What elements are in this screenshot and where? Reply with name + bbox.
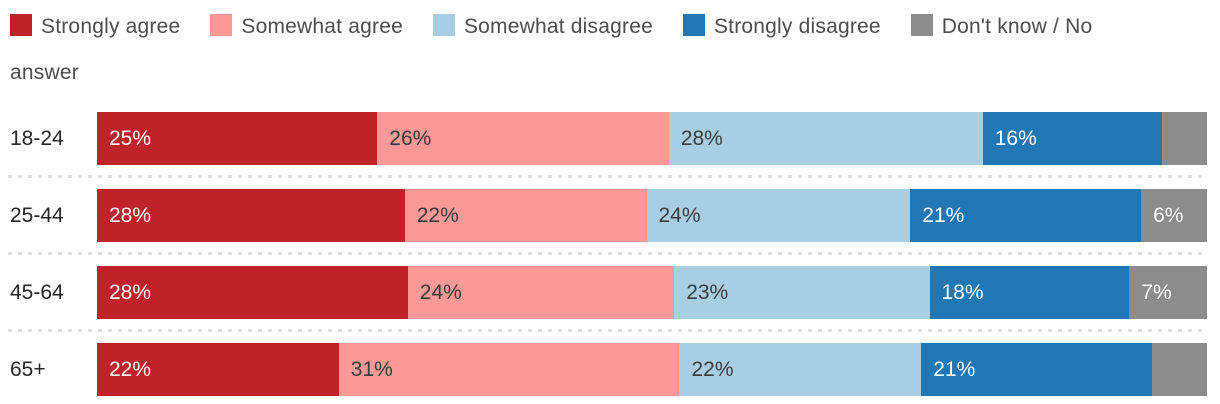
strongly-agree-swatch-icon [10, 14, 32, 36]
row-separator [8, 175, 1207, 178]
stacked-bar: 22% 31% 22% 21% [97, 343, 1207, 396]
bar-row-18-24: 18-24 25% 26% 28% 16% [0, 112, 1220, 165]
category-label: 45-64 [10, 280, 64, 304]
segment-value-label: 24% [419, 280, 462, 304]
segment-value-label: 21% [933, 357, 976, 381]
bar-segment-somewhat-disagree: 24% [646, 189, 911, 242]
legend-label: Don't know / No answer [10, 15, 1093, 84]
bar-segment-somewhat-disagree: 28% [668, 112, 983, 165]
category-label: 65+ [10, 357, 46, 381]
bar-segment-strongly-agree: 25% [97, 112, 378, 165]
bar-segment-strongly-disagree: 18% [929, 266, 1130, 319]
bar-segment-dont-know: 6% [1141, 189, 1207, 242]
bar-segment-strongly-disagree: 21% [921, 343, 1153, 396]
strongly-disagree-swatch-icon [682, 14, 705, 36]
stacked-bar-chart: 18-24 25% 26% 28% 16% 25-44 28% 22% 24% 21% 6% 45-6… [0, 112, 1220, 396]
segment-value-label: 25% [109, 126, 152, 150]
legend-label: Somewhat agree [241, 15, 403, 38]
bar-segment-dont-know [1152, 343, 1207, 396]
segment-value-label: 26% [389, 126, 432, 150]
legend-item-strongly-agree: Strongly agree [10, 14, 181, 38]
bar-segment-strongly-agree: 28% [97, 189, 405, 242]
bar-row-25-44: 25-44 28% 22% 24% 21% 6% [0, 189, 1220, 242]
segment-value-label: 6% [1153, 203, 1184, 227]
segment-value-label: 28% [109, 280, 152, 304]
bar-segment-somewhat-agree: 24% [407, 266, 675, 319]
segment-value-label: 18% [941, 280, 984, 304]
segment-value-label: 24% [658, 203, 701, 227]
segment-value-label: 16% [994, 126, 1037, 150]
segment-value-label: 28% [109, 203, 152, 227]
legend-label: Strongly agree [41, 15, 181, 38]
somewhat-disagree-swatch-icon [432, 14, 455, 36]
category-label: 25-44 [10, 203, 64, 227]
stacked-bar: 25% 26% 28% 16% [97, 112, 1207, 165]
bar-segment-dont-know [1162, 112, 1207, 165]
legend-label: Strongly disagree [713, 15, 881, 38]
somewhat-agree-swatch-icon [210, 14, 233, 36]
bar-segment-somewhat-agree: 26% [377, 112, 669, 165]
legend-item-somewhat-agree: Somewhat agree [210, 14, 403, 38]
bar-segment-somewhat-agree: 31% [338, 343, 680, 396]
row-separator [8, 329, 1207, 332]
legend-label: Somewhat disagree [463, 15, 653, 38]
segment-value-label: 22% [416, 203, 459, 227]
segment-value-label: 23% [686, 280, 729, 304]
bar-segment-strongly-agree: 28% [97, 266, 408, 319]
bar-segment-strongly-disagree: 16% [982, 112, 1163, 165]
stacked-bar: 28% 22% 24% 21% 6% [97, 189, 1207, 242]
category-label: 18-24 [10, 126, 64, 150]
legend-item-somewhat-disagree: Somewhat disagree [432, 14, 653, 38]
segment-value-label: 28% [680, 126, 723, 150]
segment-value-label: 7% [1141, 280, 1172, 304]
segment-value-label: 31% [350, 357, 393, 381]
bar-row-65+: 65+ 22% 31% 22% 21% [0, 343, 1220, 396]
legend-item-dont-know: Don't know / No answer [10, 14, 1093, 84]
bar-row-45-64: 45-64 28% 24% 23% 18% 7% [0, 266, 1220, 319]
bar-segment-strongly-disagree: 21% [910, 189, 1142, 242]
bar-segment-somewhat-disagree: 22% [679, 343, 922, 396]
row-separator [8, 252, 1207, 255]
bar-segment-somewhat-agree: 22% [404, 189, 647, 242]
legend-item-strongly-disagree: Strongly disagree [682, 14, 881, 38]
segment-value-label: 22% [109, 357, 152, 381]
bar-segment-strongly-agree: 22% [97, 343, 339, 396]
bar-segment-dont-know: 7% [1129, 266, 1207, 319]
chart-legend: Strongly agree Somewhat agree Somewhat dis… [0, 0, 1220, 96]
segment-value-label: 22% [691, 357, 734, 381]
bar-segment-somewhat-disagree: 23% [674, 266, 930, 319]
stacked-bar: 28% 24% 23% 18% 7% [97, 266, 1207, 319]
dont-know-swatch-icon [910, 14, 933, 36]
segment-value-label: 21% [922, 203, 965, 227]
